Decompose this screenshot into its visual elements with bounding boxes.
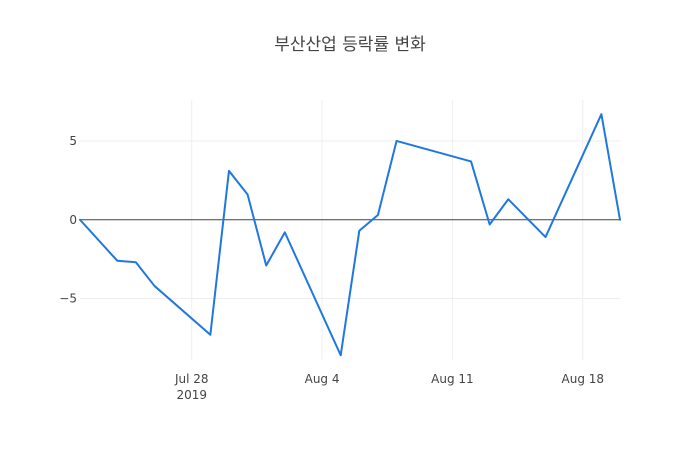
data-point[interactable] — [394, 138, 400, 144]
data-point[interactable] — [263, 262, 269, 268]
data-point[interactable] — [77, 217, 83, 223]
data-point[interactable] — [338, 352, 344, 358]
y-tick-label: 0 — [69, 213, 77, 227]
data-point[interactable] — [356, 228, 362, 234]
data-point[interactable] — [468, 158, 474, 164]
x-tick-label: Aug 4 — [305, 372, 340, 386]
data-point[interactable] — [487, 221, 493, 227]
data-point[interactable] — [133, 259, 139, 265]
x-tick-year-label: 2019 — [176, 388, 207, 402]
data-point[interactable] — [598, 111, 604, 117]
series-layer — [77, 111, 623, 358]
data-point[interactable] — [226, 168, 232, 174]
x-tick-label: Aug 18 — [562, 372, 605, 386]
series-line — [79, 113, 621, 357]
data-point[interactable] — [282, 229, 288, 235]
data-point[interactable] — [375, 212, 381, 218]
y-tick-label: −5 — [59, 292, 77, 306]
data-point[interactable] — [617, 217, 623, 223]
x-tick-label: Jul 28 — [174, 372, 209, 386]
x-axis-ticks: Jul 28 2019 Aug 4 Aug 11 Aug 18 — [174, 372, 604, 402]
y-tick-label: 5 — [69, 134, 77, 148]
data-point[interactable] — [207, 332, 213, 338]
data-point[interactable] — [245, 192, 251, 198]
chart-title: 부산산업 등락률 변화 — [274, 35, 426, 55]
data-point[interactable] — [114, 258, 120, 264]
y-axis-ticks: 5 0 −5 — [59, 134, 77, 306]
data-point[interactable] — [151, 283, 157, 289]
x-tick-label: Aug 11 — [431, 372, 474, 386]
data-point[interactable] — [543, 234, 549, 240]
data-point[interactable] — [505, 196, 511, 202]
